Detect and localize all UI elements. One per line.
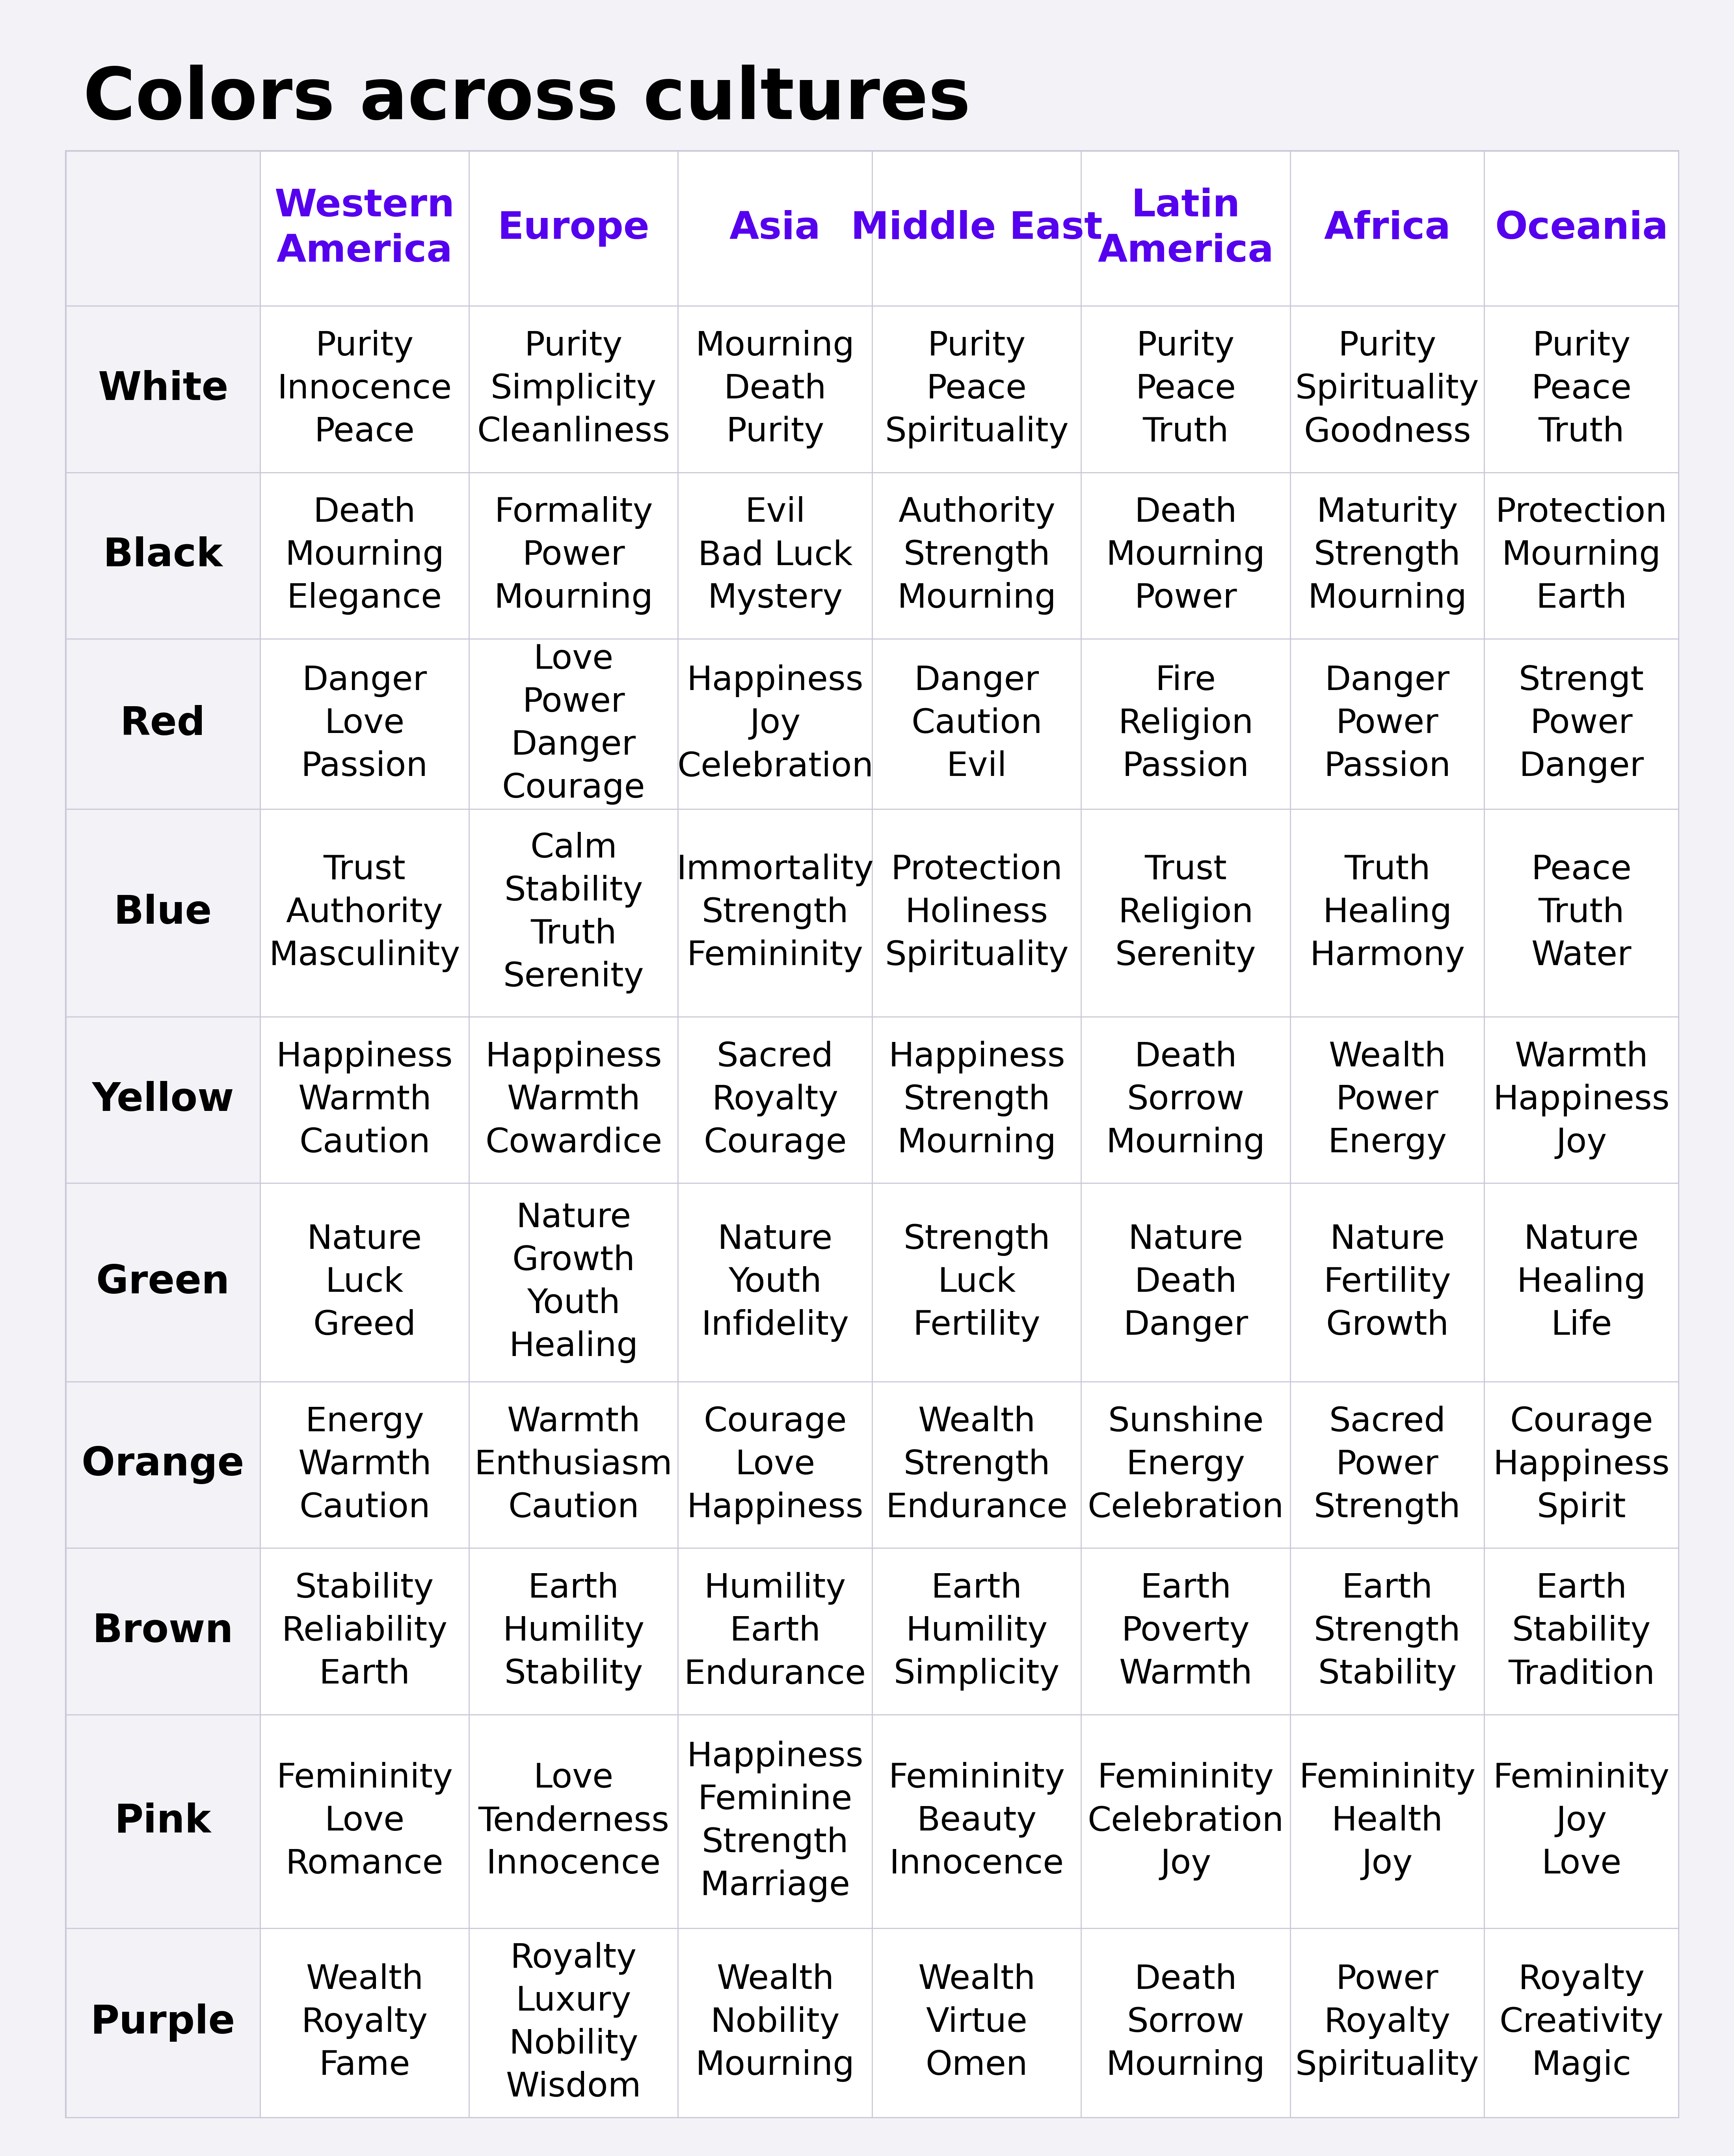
Text: Purity
Innocence
Peace: Purity Innocence Peace: [277, 330, 453, 448]
Text: Sacred
Power
Strength: Sacred Power Strength: [1314, 1406, 1460, 1524]
Text: Humility
Earth
Endurance: Humility Earth Endurance: [683, 1572, 867, 1690]
Text: Power
Royalty
Spirituality: Power Royalty Spirituality: [1295, 1964, 1479, 2083]
Text: Warmth
Happiness
Joy: Warmth Happiness Joy: [1493, 1041, 1670, 1160]
Text: Purity
Peace
Spirituality: Purity Peace Spirituality: [884, 330, 1068, 448]
Text: Femininity
Joy
Love: Femininity Joy Love: [1493, 1761, 1670, 1880]
Text: Nature
Growth
Youth
Healing: Nature Growth Youth Healing: [508, 1201, 638, 1363]
Text: Trust
Authority
Masculinity: Trust Authority Masculinity: [269, 854, 460, 972]
Text: Fire
Religion
Passion: Fire Religion Passion: [1118, 664, 1254, 783]
Text: Danger
Power
Passion: Danger Power Passion: [1323, 664, 1451, 783]
Text: Stability
Reliability
Earth: Stability Reliability Earth: [281, 1572, 447, 1690]
Text: Immortality
Strength
Femininity: Immortality Strength Femininity: [676, 854, 874, 972]
Text: Death
Sorrow
Mourning: Death Sorrow Mourning: [1106, 1964, 1266, 2083]
Text: Danger
Caution
Evil: Danger Caution Evil: [910, 664, 1042, 783]
Text: Sacred
Royalty
Courage: Sacred Royalty Courage: [704, 1041, 846, 1160]
Text: Femininity
Love
Romance: Femininity Love Romance: [276, 1761, 453, 1880]
Text: Purity
Simplicity
Cleanliness: Purity Simplicity Cleanliness: [477, 330, 669, 448]
Text: Middle East: Middle East: [851, 209, 1103, 246]
Text: Happiness
Joy
Celebration: Happiness Joy Celebration: [676, 664, 874, 783]
Text: Warmth
Enthusiasm
Caution: Warmth Enthusiasm Caution: [475, 1406, 673, 1524]
Text: Yellow: Yellow: [92, 1080, 234, 1119]
Text: Happiness
Feminine
Strength
Marriage: Happiness Feminine Strength Marriage: [687, 1740, 864, 1902]
Text: Truth
Healing
Harmony: Truth Healing Harmony: [1309, 854, 1465, 972]
Text: Protection
Mourning
Earth: Protection Mourning Earth: [1495, 496, 1668, 614]
Text: Danger
Love
Passion: Danger Love Passion: [302, 664, 428, 783]
Text: Nature
Luck
Greed: Nature Luck Greed: [307, 1222, 421, 1341]
Text: Green: Green: [97, 1263, 229, 1302]
Text: Orange: Orange: [81, 1447, 244, 1483]
Text: Pink: Pink: [114, 1802, 212, 1841]
Text: Death
Mourning
Power: Death Mourning Power: [1106, 496, 1266, 614]
Text: Purple: Purple: [90, 2003, 236, 2042]
Text: Earth
Humility
Simplicity: Earth Humility Simplicity: [893, 1572, 1059, 1690]
Text: Purity
Spirituality
Goodness: Purity Spirituality Goodness: [1295, 330, 1479, 448]
Text: Death
Mourning
Elegance: Death Mourning Elegance: [284, 496, 444, 614]
Text: Happiness
Strength
Mourning: Happiness Strength Mourning: [888, 1041, 1065, 1160]
Text: Mourning
Death
Purity: Mourning Death Purity: [695, 330, 855, 448]
Text: Earth
Stability
Tradition: Earth Stability Tradition: [1509, 1572, 1654, 1690]
Text: Formality
Power
Mourning: Formality Power Mourning: [494, 496, 654, 614]
Text: Wealth
Strength
Endurance: Wealth Strength Endurance: [886, 1406, 1068, 1524]
Text: Courage
Happiness
Spirit: Courage Happiness Spirit: [1493, 1406, 1670, 1524]
Text: Latin
America: Latin America: [1098, 188, 1274, 270]
Text: Nature
Youth
Infidelity: Nature Youth Infidelity: [701, 1222, 850, 1341]
Text: Authority
Strength
Mourning: Authority Strength Mourning: [896, 496, 1056, 614]
Text: Wealth
Nobility
Mourning: Wealth Nobility Mourning: [695, 1964, 855, 2083]
Text: Love
Power
Danger
Courage: Love Power Danger Courage: [501, 642, 645, 804]
Text: Earth
Strength
Stability: Earth Strength Stability: [1314, 1572, 1460, 1690]
Text: Courage
Love
Happiness: Courage Love Happiness: [687, 1406, 864, 1524]
Text: Femininity
Celebration
Joy: Femininity Celebration Joy: [1087, 1761, 1283, 1880]
Text: Death
Sorrow
Mourning: Death Sorrow Mourning: [1106, 1041, 1266, 1160]
Text: Wealth
Power
Energy: Wealth Power Energy: [1328, 1041, 1446, 1160]
Text: Oceania: Oceania: [1495, 209, 1668, 246]
Text: Purity
Peace
Truth: Purity Peace Truth: [1136, 330, 1236, 448]
Text: Protection
Holiness
Spirituality: Protection Holiness Spirituality: [884, 854, 1068, 972]
Text: Earth
Poverty
Warmth: Earth Poverty Warmth: [1118, 1572, 1252, 1690]
Text: Sunshine
Energy
Celebration: Sunshine Energy Celebration: [1087, 1406, 1283, 1524]
Text: Purity
Peace
Truth: Purity Peace Truth: [1531, 330, 1632, 448]
Text: Happiness
Warmth
Caution: Happiness Warmth Caution: [276, 1041, 453, 1160]
Text: Royalty
Luxury
Nobility
Wisdom: Royalty Luxury Nobility Wisdom: [506, 1943, 642, 2104]
Text: Strengt
Power
Danger: Strengt Power Danger: [1519, 664, 1644, 783]
Text: Colors across cultures: Colors across cultures: [83, 65, 971, 134]
Text: Royalty
Creativity
Magic: Royalty Creativity Magic: [1500, 1964, 1663, 2083]
Text: Trust
Religion
Serenity: Trust Religion Serenity: [1115, 854, 1255, 972]
Text: Happiness
Warmth
Cowardice: Happiness Warmth Cowardice: [486, 1041, 662, 1160]
Text: Asia: Asia: [730, 209, 820, 246]
Text: Earth
Humility
Stability: Earth Humility Stability: [503, 1572, 645, 1690]
Text: White: White: [97, 371, 229, 407]
Text: Peace
Truth
Water: Peace Truth Water: [1531, 854, 1632, 972]
Text: Love
Tenderness
Innocence: Love Tenderness Innocence: [479, 1761, 669, 1880]
Text: Femininity
Health
Joy: Femininity Health Joy: [1299, 1761, 1476, 1880]
Text: Africa: Africa: [1323, 209, 1451, 246]
Text: Nature
Healing
Life: Nature Healing Life: [1517, 1222, 1646, 1341]
Text: Red: Red: [120, 705, 206, 744]
Text: Wealth
Virtue
Omen: Wealth Virtue Omen: [917, 1964, 1035, 2083]
Text: Nature
Fertility
Growth: Nature Fertility Growth: [1323, 1222, 1451, 1341]
Text: Evil
Bad Luck
Mystery: Evil Bad Luck Mystery: [697, 496, 853, 614]
Text: Strength
Luck
Fertility: Strength Luck Fertility: [903, 1222, 1051, 1341]
Text: Europe: Europe: [498, 209, 650, 246]
Text: Maturity
Strength
Mourning: Maturity Strength Mourning: [1307, 496, 1467, 614]
Text: Black: Black: [102, 537, 222, 576]
Text: Brown: Brown: [92, 1613, 234, 1649]
Text: Femininity
Beauty
Innocence: Femininity Beauty Innocence: [888, 1761, 1065, 1880]
Text: Calm
Stability
Truth
Serenity: Calm Stability Truth Serenity: [503, 832, 643, 994]
Text: Blue: Blue: [114, 895, 212, 931]
Text: Energy
Warmth
Caution: Energy Warmth Caution: [298, 1406, 432, 1524]
Text: Nature
Death
Danger: Nature Death Danger: [1124, 1222, 1248, 1341]
Text: Western
America: Western America: [274, 188, 454, 270]
Text: Wealth
Royalty
Fame: Wealth Royalty Fame: [302, 1964, 428, 2083]
